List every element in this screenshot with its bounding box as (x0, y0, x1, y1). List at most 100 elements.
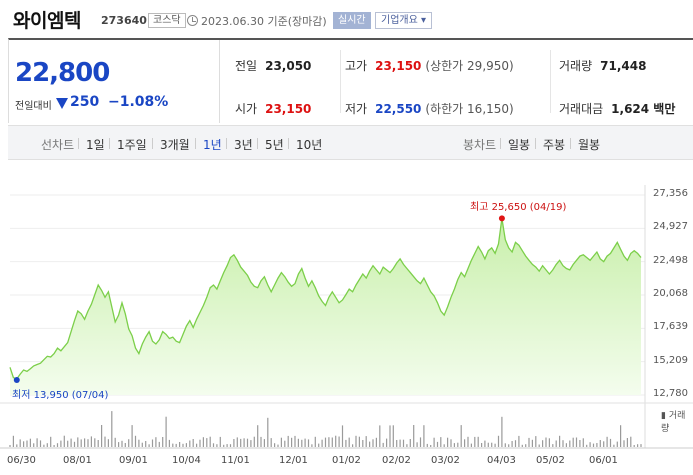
high-marker (498, 215, 505, 222)
volume-bar (440, 437, 442, 447)
volume-bar (575, 437, 578, 447)
volume-bar (457, 442, 459, 447)
volume-bar (487, 442, 489, 447)
volume-bar (9, 445, 11, 447)
y-tick-label: 15,209 (653, 354, 688, 366)
divider (550, 50, 551, 113)
volume-bar (548, 438, 550, 447)
tab-period-3y[interactable]: 3년 (234, 138, 253, 152)
volume-bar (121, 440, 123, 447)
volume-bar (263, 439, 265, 447)
volume-bar (565, 443, 567, 447)
volume-bar (307, 439, 310, 447)
tab-period-5y[interactable]: 5년 (265, 138, 284, 152)
tab-candle-monthly[interactable]: 월봉 (578, 138, 601, 152)
volume-bar (63, 435, 65, 447)
divider (78, 138, 79, 149)
volume-bar (620, 425, 622, 447)
divider (109, 138, 110, 149)
volume-bar (118, 442, 120, 447)
company-overview-button[interactable]: 기업개요 ▾ (375, 12, 432, 29)
volume-bar (484, 440, 486, 447)
volume-bar (240, 438, 242, 447)
volume-bar (50, 436, 52, 447)
tab-candle-weekly[interactable]: 주봉 (543, 138, 566, 152)
tab-period-1y[interactable]: 1년 (203, 138, 222, 152)
volume-bar (348, 437, 350, 447)
volume-bar (331, 437, 333, 447)
x-tick-label: 04/03 (487, 455, 516, 466)
clock-icon (187, 15, 198, 26)
volume-bar (637, 444, 639, 447)
volume-bar (626, 438, 628, 447)
volume-bar (365, 436, 367, 447)
quote-stats: 전일 23,050 고가 23,150 (상한가 29,950) 거래량 71,448 … (220, 40, 693, 123)
volume-bar (128, 439, 130, 447)
low-marker (13, 376, 20, 383)
volume-bar (236, 437, 238, 447)
x-tick-label: 02/02 (382, 455, 411, 466)
volume-bar (60, 440, 62, 447)
tab-candle-daily[interactable]: 일봉 (508, 138, 531, 152)
stat-open: 시가 23,150 (235, 102, 312, 116)
volume-bar (209, 436, 211, 447)
volume-bar (29, 438, 31, 447)
volume-bar (70, 438, 72, 447)
volume-bar (609, 438, 612, 447)
volume-bar (192, 439, 194, 447)
volume-bar (94, 438, 96, 447)
volume-bar (311, 444, 313, 447)
tab-line-chart[interactable]: 선차트 (41, 138, 75, 152)
volume-bar (416, 442, 418, 447)
tab-period-1d[interactable]: 1일 (86, 138, 105, 152)
volume-bar (274, 443, 276, 447)
volume-bar (138, 439, 140, 447)
volume-bar (369, 441, 371, 447)
tab-period-3m[interactable]: 3개월 (160, 138, 190, 152)
volume-bar (433, 437, 435, 447)
volume-bar (107, 439, 109, 447)
high-annotation: 최고 25,650 (04/19) (470, 202, 567, 213)
divider (226, 138, 227, 149)
volume-bar (538, 444, 540, 447)
realtime-button[interactable]: 실시간 (333, 12, 371, 29)
tab-period-10y[interactable]: 10년 (296, 138, 323, 152)
volume-bar (528, 437, 530, 447)
volume-bar (392, 425, 394, 447)
tab-period-1w[interactable]: 1주일 (117, 138, 147, 152)
divider (500, 138, 501, 149)
volume-bar (450, 439, 452, 447)
volume-legend-label: 거래량 (661, 411, 686, 434)
volume-bar (134, 435, 137, 447)
volume-bar (345, 439, 347, 447)
volume-bar (545, 437, 547, 447)
volume-bar (525, 444, 527, 447)
divider (535, 138, 536, 149)
volume-bar (518, 435, 520, 447)
y-tick-label: 20,068 (653, 288, 688, 299)
volume-bar (436, 441, 439, 447)
y-tick-label: 17,639 (653, 321, 688, 333)
volume-bar (297, 438, 299, 447)
volume-bar (101, 425, 103, 447)
volume-bar (555, 440, 557, 447)
volume-bar (423, 425, 425, 447)
volume-bar (172, 443, 174, 447)
volume-bar (352, 444, 354, 447)
volume-bar (219, 436, 221, 447)
volume-bar (12, 435, 14, 447)
volume-bar (114, 437, 116, 447)
volume-bar (111, 411, 113, 447)
volume-bar (301, 439, 303, 447)
volume-bar (287, 435, 289, 447)
volume-bar (148, 444, 150, 447)
volume-bar (151, 439, 154, 447)
volume-bar (257, 425, 259, 447)
volume-bar (477, 436, 479, 447)
tab-candle-chart[interactable]: 봉차트 (463, 138, 497, 152)
volume-bars (9, 411, 642, 447)
volume-bar (26, 440, 28, 447)
volume-bar (212, 443, 215, 447)
volume-bar (294, 435, 296, 447)
volume-bar (199, 439, 201, 447)
